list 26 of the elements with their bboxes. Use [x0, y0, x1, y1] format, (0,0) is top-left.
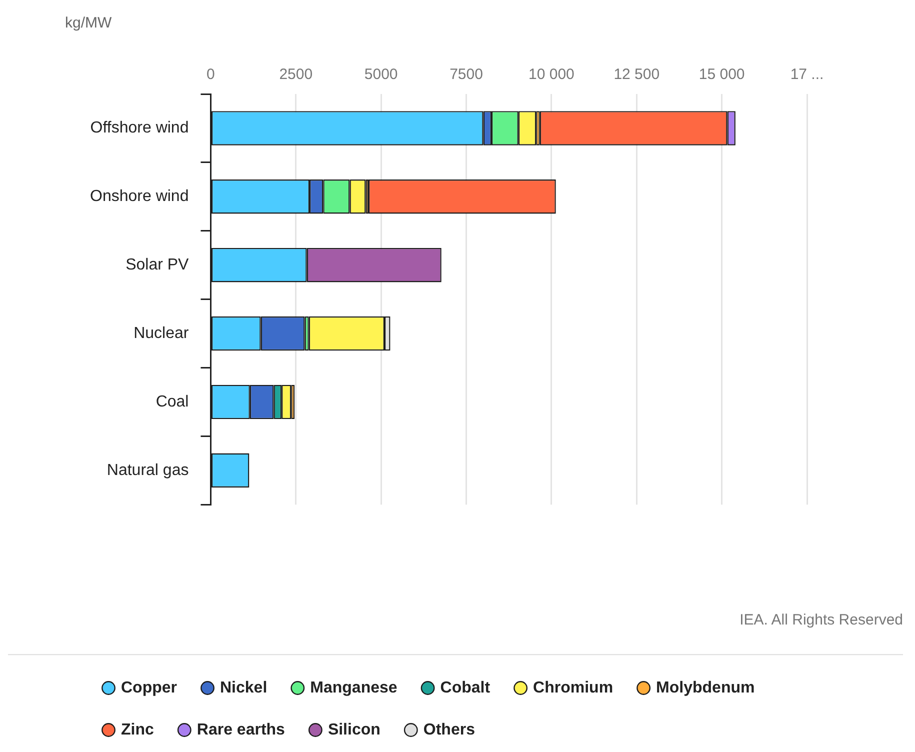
- y-tick-label: Natural gas: [106, 462, 189, 479]
- x-tick-label: 7500: [450, 66, 483, 84]
- legend-label: Zinc: [121, 721, 154, 738]
- legend-label: Chromium: [533, 679, 614, 696]
- legend-label: Rare earths: [196, 721, 286, 738]
- x-tick-label: 15 000: [698, 66, 745, 84]
- legend-label: Copper: [121, 679, 177, 696]
- legend-label: Cobalt: [440, 679, 491, 696]
- y-tick-label: Onshore wind: [90, 188, 189, 206]
- y-tick-label: Coal: [156, 393, 189, 410]
- x-tick-label: 5000: [364, 66, 398, 84]
- x-tick-label: 0: [206, 66, 215, 84]
- y-tick-label: Solar PV: [126, 256, 190, 274]
- legend-label: Others: [423, 721, 476, 738]
- x-axis-title: kg/MW: [65, 14, 113, 32]
- y-tick-label: Offshore wind: [90, 120, 189, 137]
- legend-label: Molybdenum: [656, 679, 755, 696]
- legend-label: Silicon: [328, 721, 380, 738]
- x-tick-label: 12 500: [614, 66, 660, 84]
- legend-label: Manganese: [310, 679, 398, 696]
- text: IEA. All Rights Reserved: [740, 612, 903, 629]
- x-tick-label: 17 ...: [790, 66, 824, 84]
- x-tick-label: 10 000: [528, 66, 574, 84]
- y-tick-label: Nuclear: [134, 324, 190, 342]
- x-tick-label: 2500: [279, 66, 313, 84]
- legend-label: Nickel: [220, 679, 268, 696]
